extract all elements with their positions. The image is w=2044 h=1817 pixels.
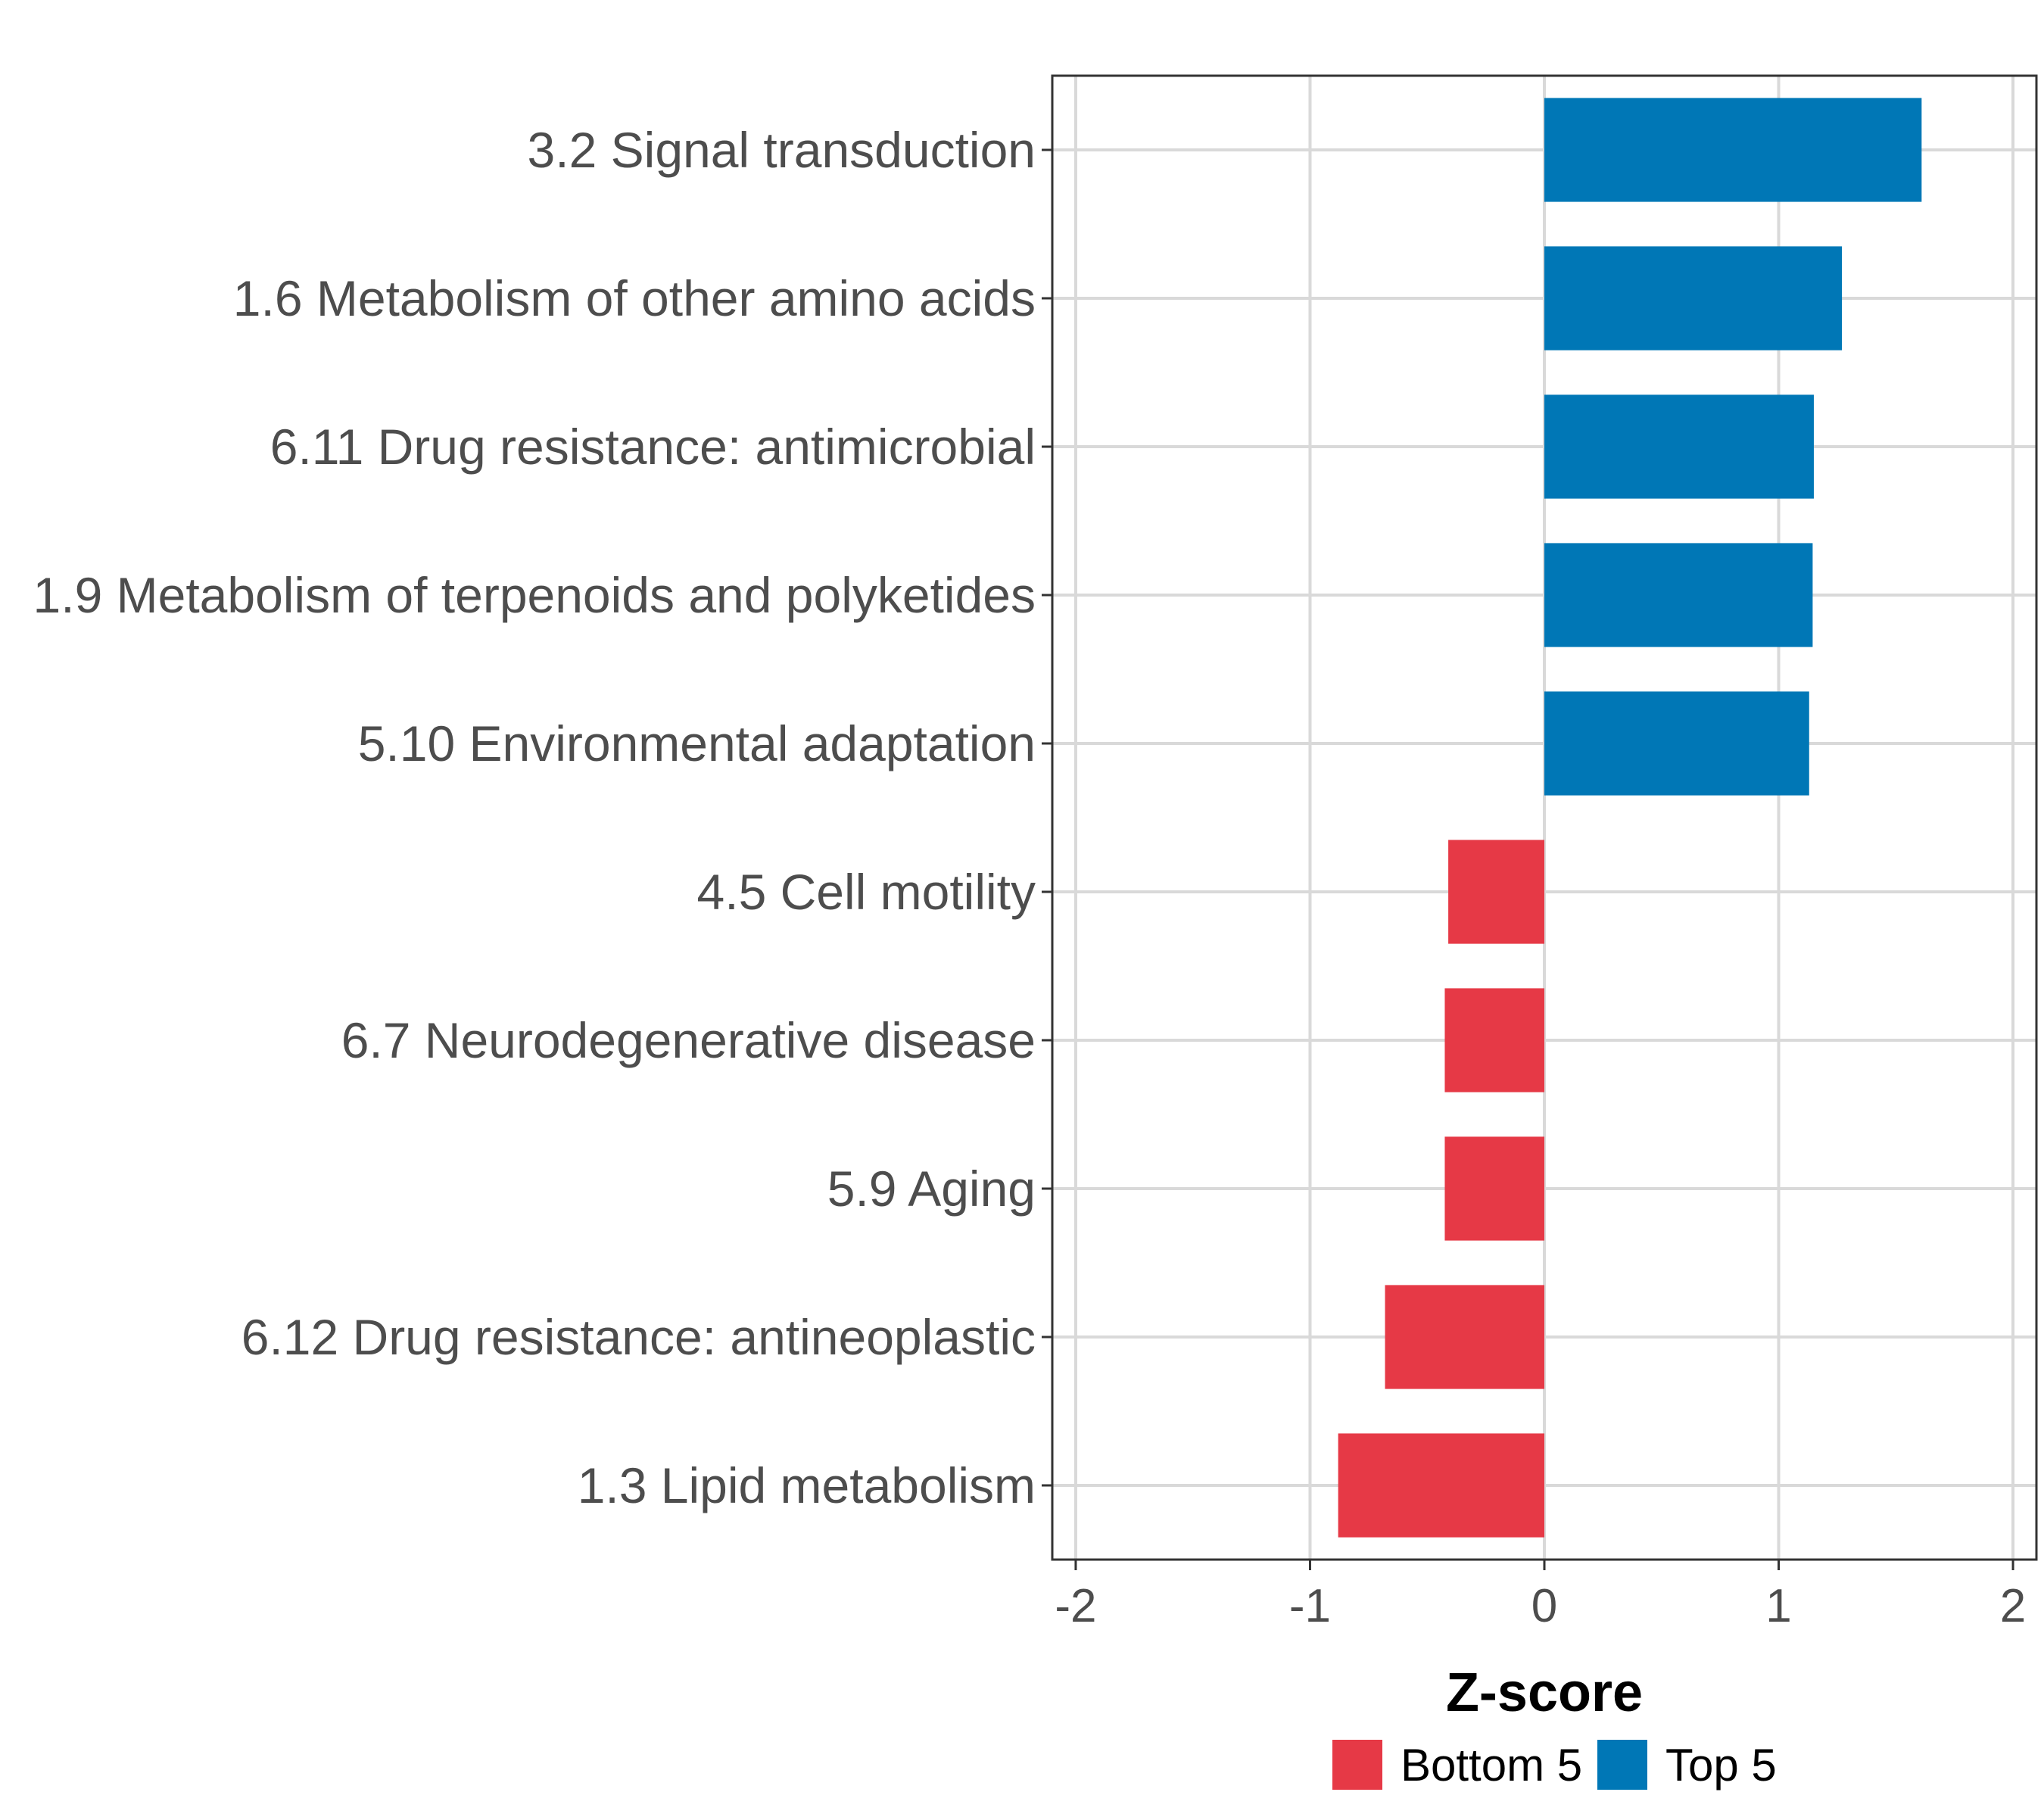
x-tick-label: -2	[1055, 1580, 1096, 1632]
legend-label: Bottom 5	[1401, 1740, 1582, 1791]
x-axis-title: Z-score	[1446, 1663, 1643, 1723]
bar	[1444, 988, 1544, 1092]
category-label: 6.12 Drug resistance: antineoplastic	[241, 1309, 1036, 1365]
category-label: 5.10 Environmental adaptation	[358, 715, 1036, 771]
bar	[1444, 1136, 1544, 1241]
legend-key	[1332, 1740, 1382, 1790]
category-label: 1.3 Lipid metabolism	[578, 1457, 1036, 1513]
legend: Bottom 5 Top 5	[1332, 1740, 1777, 1791]
category-label: 4.5 Cell motility	[697, 864, 1036, 920]
category-label: 3.2 Signal transduction	[528, 122, 1036, 178]
x-tick-label: 1	[1765, 1580, 1791, 1632]
category-label: 5.9 Aging	[827, 1161, 1036, 1217]
x-tick-label: -1	[1289, 1580, 1331, 1632]
y-axis: 3.2 Signal transduction 1.6 Metabolism of…	[33, 122, 1052, 1513]
x-tick-label: 2	[2000, 1580, 2026, 1632]
category-label: 6.7 Neurodegenerative disease	[341, 1012, 1036, 1068]
bar	[1385, 1285, 1544, 1389]
category-label: 1.9 Metabolism of terpenoids and polyket…	[33, 567, 1036, 623]
bars-layer	[1338, 98, 1922, 1538]
bar	[1544, 394, 1814, 499]
bar	[1544, 691, 1809, 796]
legend-key	[1597, 1740, 1647, 1790]
bar	[1544, 246, 1843, 351]
bar	[1544, 543, 1813, 647]
bar	[1448, 840, 1544, 944]
bar	[1338, 1433, 1544, 1538]
category-label: 1.6 Metabolism of other amino acids	[233, 270, 1036, 326]
x-tick-label: 0	[1531, 1580, 1557, 1632]
category-label: 6.11 Drug resistance: antimicrobial	[270, 419, 1036, 475]
x-axis: -2 -1 0 1 2	[1055, 1560, 2026, 1632]
bar	[1544, 98, 1922, 202]
legend-label: Top 5	[1665, 1740, 1777, 1791]
